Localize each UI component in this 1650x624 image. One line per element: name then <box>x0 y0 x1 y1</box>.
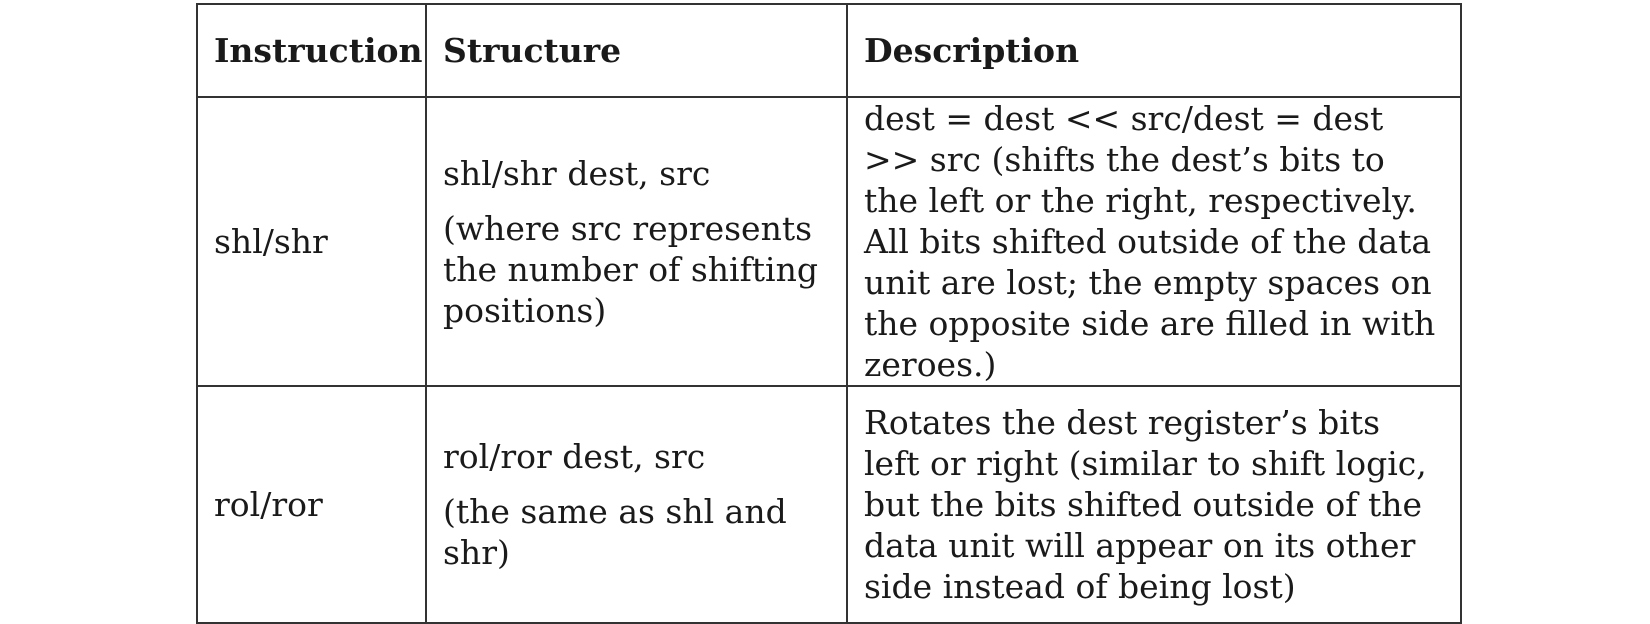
structure-note: (the same as shl and shr) <box>443 492 787 572</box>
instruction-cell: shl/shr <box>196 96 427 387</box>
header-description: Description <box>846 3 1462 98</box>
instruction-cell: rol/ror <box>196 385 427 624</box>
structure-note: (where src represents the number of shif… <box>443 208 818 330</box>
table-row: rol/ror rol/ror dest, src (the same as s… <box>196 385 1462 624</box>
description-text: Rotates the dest register’s bits left or… <box>864 403 1427 606</box>
description-text: dest = dest << src/dest = dest >> src (s… <box>864 99 1436 384</box>
description-cell: dest = dest << src/dest = dest >> src (s… <box>846 96 1462 387</box>
table-header-row: Instruction Structure Description <box>196 3 1462 98</box>
structure-cell: rol/ror dest, src (the same as shl and s… <box>425 385 848 624</box>
structure-cell: shl/shr dest, src (where src represents … <box>425 96 848 387</box>
header-instruction: Instruction <box>196 3 427 98</box>
instruction-table: Instruction Structure Description shl/sh… <box>196 3 1462 624</box>
structure-syntax: shl/shr dest, src <box>443 153 711 193</box>
structure-syntax: rol/ror dest, src <box>443 437 706 476</box>
description-cell: Rotates the dest register’s bits left or… <box>846 385 1462 624</box>
table-row: shl/shr shl/shr dest, src (where src rep… <box>196 96 1462 387</box>
header-structure: Structure <box>425 3 848 98</box>
